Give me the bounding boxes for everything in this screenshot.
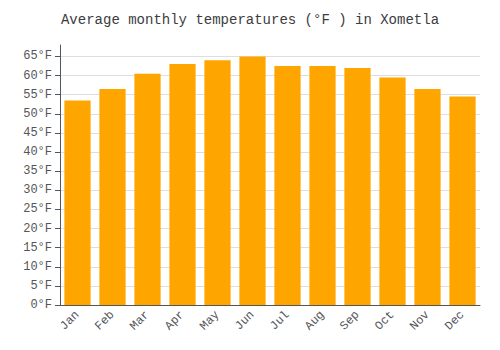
svg-text:25°F: 25°F: [23, 202, 52, 216]
svg-text:Jul: Jul: [267, 308, 292, 333]
svg-text:May: May: [197, 308, 222, 333]
svg-text:Jan: Jan: [57, 308, 82, 333]
svg-text:Nov: Nov: [407, 308, 432, 333]
svg-text:Aug: Aug: [302, 308, 327, 333]
svg-text:Jun: Jun: [232, 308, 257, 333]
svg-text:65°F: 65°F: [23, 49, 52, 63]
svg-text:Average monthly temperatures (: Average monthly temperatures (°F ) in Xo…: [61, 12, 439, 28]
svg-text:50°F: 50°F: [23, 107, 52, 121]
svg-text:45°F: 45°F: [23, 126, 52, 140]
svg-text:Apr: Apr: [162, 308, 187, 333]
svg-text:Mar: Mar: [127, 308, 152, 333]
svg-text:40°F: 40°F: [23, 145, 52, 159]
svg-text:60°F: 60°F: [23, 69, 52, 83]
svg-text:0°F: 0°F: [30, 298, 52, 312]
svg-text:Oct: Oct: [372, 308, 397, 333]
svg-text:15°F: 15°F: [23, 241, 52, 255]
svg-text:55°F: 55°F: [23, 88, 52, 102]
svg-text:35°F: 35°F: [23, 164, 52, 178]
svg-text:20°F: 20°F: [23, 222, 52, 236]
svg-text:Sep: Sep: [337, 308, 362, 333]
svg-text:Dec: Dec: [442, 308, 467, 333]
svg-text:Feb: Feb: [92, 308, 117, 333]
svg-text:5°F: 5°F: [30, 279, 52, 293]
svg-text:10°F: 10°F: [23, 260, 52, 274]
svg-text:30°F: 30°F: [23, 183, 52, 197]
